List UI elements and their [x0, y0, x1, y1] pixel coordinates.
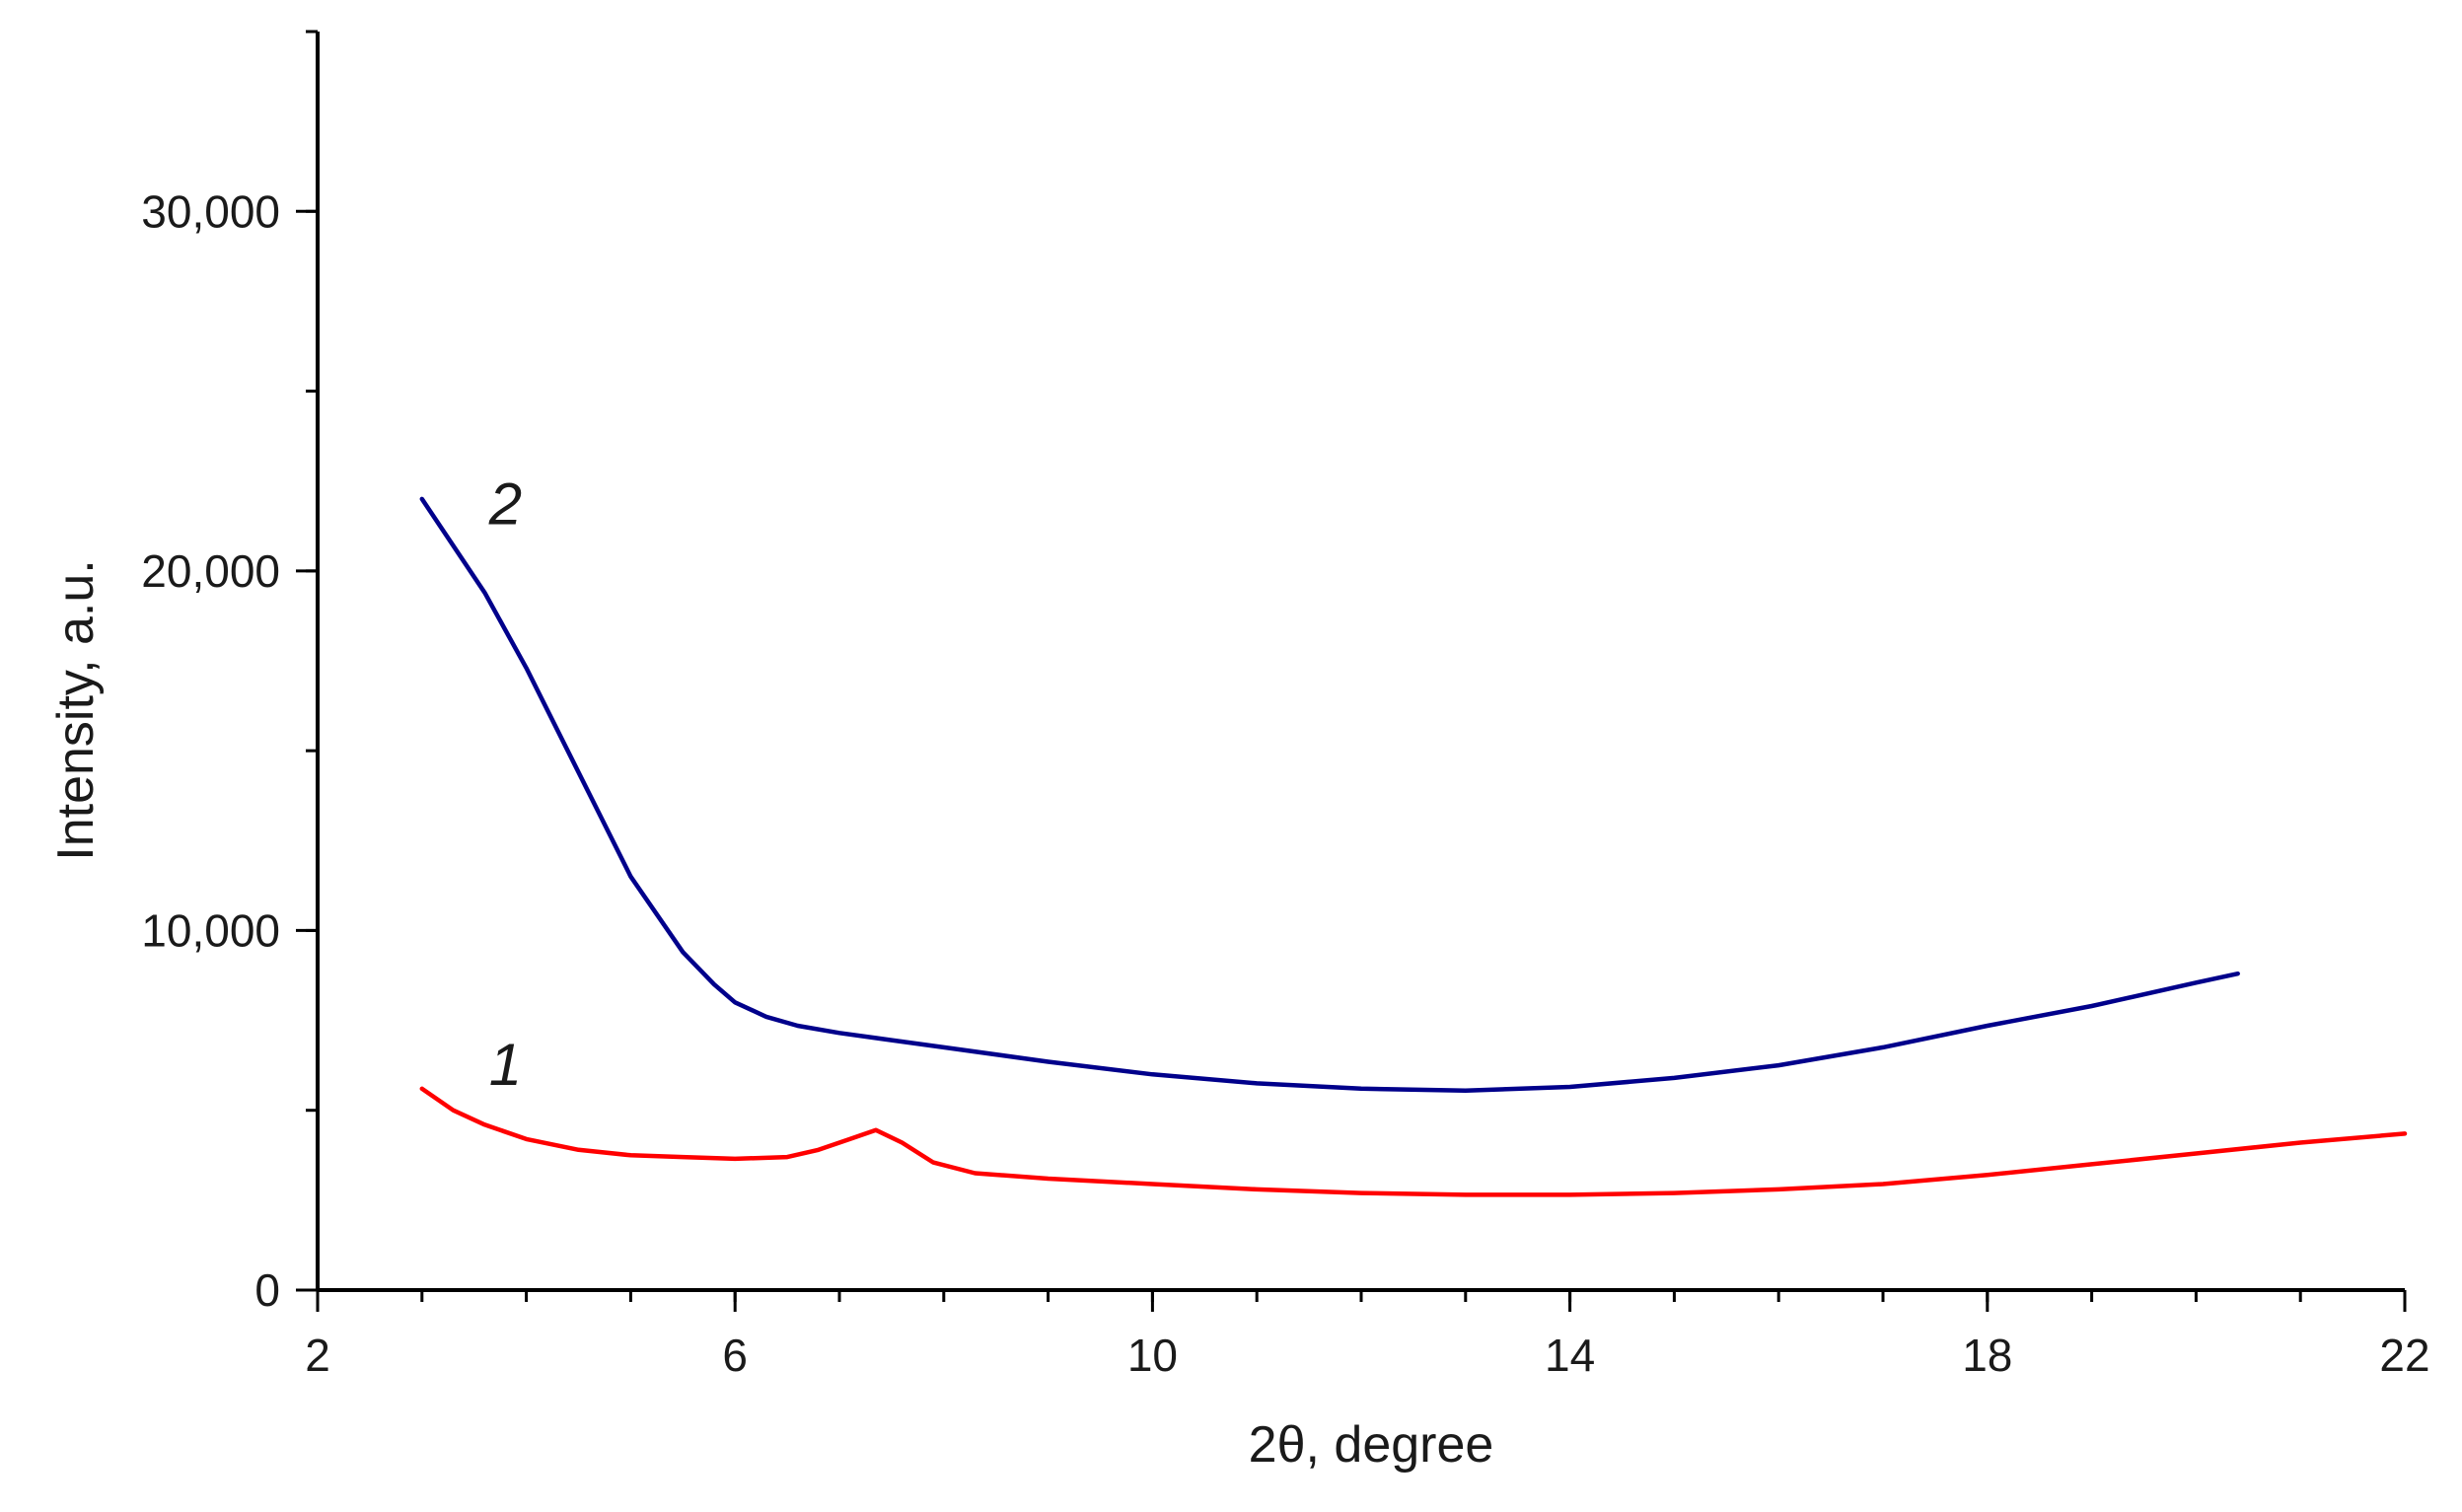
- x-tick-label: 14: [1545, 1330, 1595, 1381]
- y-tick-label: 0: [254, 1264, 280, 1316]
- series-1-line: [419, 1086, 2408, 1197]
- x-tick-label: 18: [1962, 1330, 2012, 1381]
- x-tick-label: 10: [1127, 1330, 1178, 1381]
- y-axis-title: Intensity, a.u.: [47, 559, 105, 860]
- y-tick-label: 30,000: [141, 185, 280, 237]
- x-axis-title: 2θ, degree: [1249, 1416, 1494, 1474]
- series-2-label: 2: [488, 470, 522, 537]
- series-2-line: [419, 496, 2240, 1093]
- y-tick-label: 20,000: [141, 545, 280, 597]
- y-tick-label: 10,000: [141, 904, 280, 956]
- labels-layer: 12: [488, 470, 522, 1098]
- x-tick-label: 22: [2379, 1330, 2429, 1381]
- x-tick-label: 2: [305, 1330, 330, 1381]
- series-layer: [419, 496, 2408, 1197]
- x-tick-label: 6: [722, 1330, 748, 1381]
- series-1-label: 1: [489, 1032, 522, 1098]
- axes-layer: 2 6 10 14 18 22 0 10,000 20,000 30,000: [141, 30, 2430, 1381]
